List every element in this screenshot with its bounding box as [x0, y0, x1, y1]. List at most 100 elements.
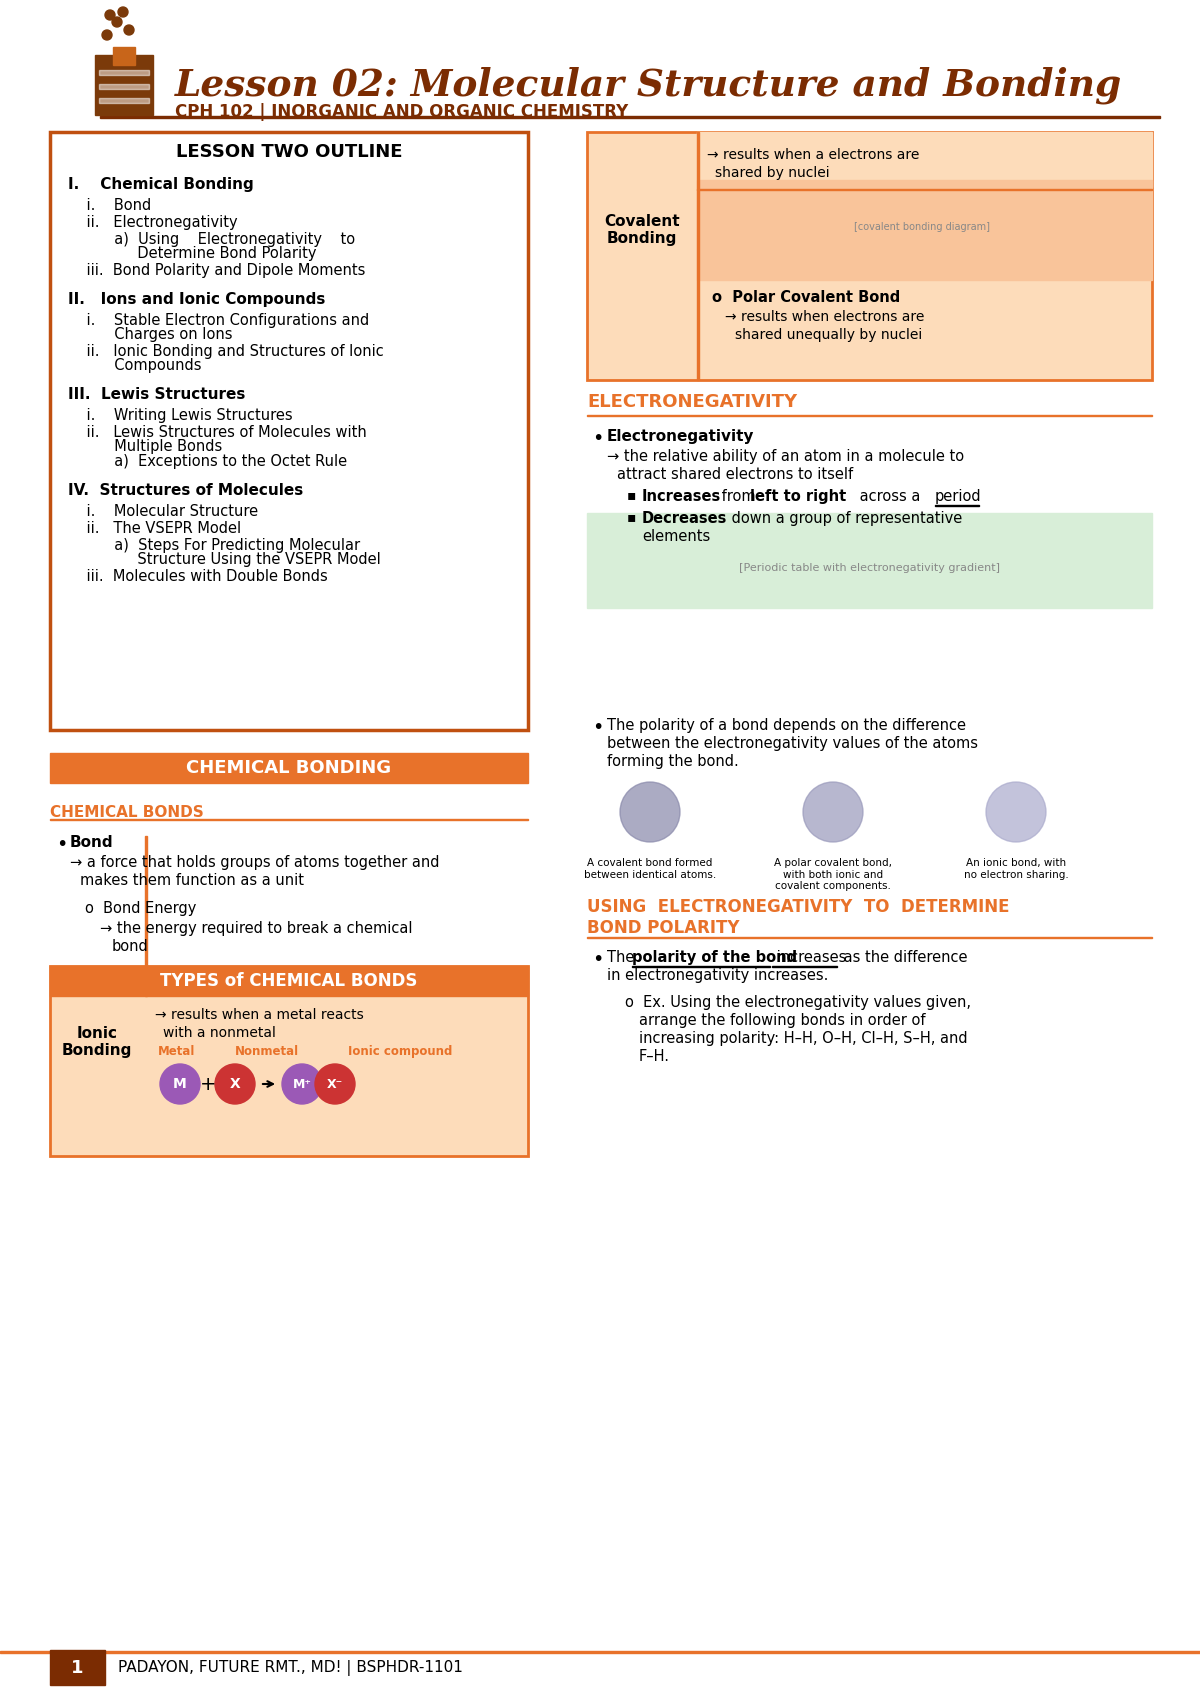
Bar — [697, 180, 1152, 280]
Text: •: • — [56, 835, 67, 854]
Bar — [0, 1649, 1200, 1685]
Text: The: The — [607, 950, 640, 966]
Text: bond: bond — [112, 938, 149, 954]
Text: [Periodic table with electronegativity gradient]: [Periodic table with electronegativity g… — [739, 563, 1000, 574]
FancyBboxPatch shape — [50, 132, 528, 730]
Text: ii.   Ionic Bonding and Structures of Ionic: ii. Ionic Bonding and Structures of Ioni… — [68, 344, 384, 360]
Text: → the relative ability of an atom in a molecule to: → the relative ability of an atom in a m… — [607, 450, 964, 463]
Bar — [98, 98, 149, 104]
Bar — [95, 54, 154, 115]
Text: in electronegativity increases.: in electronegativity increases. — [607, 967, 828, 983]
Circle shape — [314, 1064, 355, 1105]
Circle shape — [124, 25, 134, 36]
Bar — [697, 132, 698, 380]
Circle shape — [118, 7, 128, 17]
Text: → results when electrons are: → results when electrons are — [725, 311, 924, 324]
Text: Determine Bond Polarity: Determine Bond Polarity — [68, 246, 317, 261]
Text: down a group of representative: down a group of representative — [727, 511, 962, 526]
Text: from: from — [718, 489, 761, 504]
Circle shape — [106, 10, 115, 20]
Text: •: • — [592, 429, 604, 448]
Text: ii.   The VSEPR Model: ii. The VSEPR Model — [68, 521, 241, 536]
Text: increasing polarity: H–H, O–H, Cl–H, S–H, and: increasing polarity: H–H, O–H, Cl–H, S–H… — [640, 1032, 967, 1045]
Text: ▪: ▪ — [628, 511, 646, 524]
Bar — [698, 192, 1144, 249]
Text: left to right: left to right — [750, 489, 846, 504]
Text: Covalent
Bonding: Covalent Bonding — [604, 214, 680, 246]
Text: The polarity of a bond depends on the difference: The polarity of a bond depends on the di… — [607, 718, 966, 733]
Bar — [697, 132, 1152, 187]
Text: X⁻: X⁻ — [326, 1078, 343, 1091]
Text: CHEMICAL BONDS: CHEMICAL BONDS — [50, 804, 204, 820]
Text: M⁺: M⁺ — [293, 1078, 312, 1091]
Text: USING  ELECTRONEGATIVITY  TO  DETERMINE: USING ELECTRONEGATIVITY TO DETERMINE — [587, 898, 1009, 916]
Bar — [587, 512, 1152, 608]
Text: o  Ex. Using the electronegativity values given,: o Ex. Using the electronegativity values… — [625, 994, 971, 1010]
Text: An ionic bond, with
no electron sharing.: An ionic bond, with no electron sharing. — [964, 859, 1068, 879]
Text: I.    Chemical Bonding: I. Chemical Bonding — [68, 176, 253, 192]
Circle shape — [803, 782, 863, 842]
Text: •: • — [592, 950, 604, 969]
Circle shape — [215, 1064, 256, 1105]
Circle shape — [986, 782, 1046, 842]
Bar — [98, 83, 149, 88]
Text: Lesson 02: Molecular Structure and Bonding: Lesson 02: Molecular Structure and Bondi… — [175, 66, 1122, 104]
Text: III.  Lewis Structures: III. Lewis Structures — [68, 387, 245, 402]
Text: Charges on Ions: Charges on Ions — [68, 328, 233, 343]
Text: as the difference: as the difference — [839, 950, 967, 966]
Text: Structure Using the VSEPR Model: Structure Using the VSEPR Model — [68, 552, 380, 567]
Circle shape — [160, 1064, 200, 1105]
Bar — [100, 115, 1160, 119]
Text: Electronegativity: Electronegativity — [607, 429, 755, 445]
Text: A polar covalent bond,
with both ionic and
covalent components.: A polar covalent bond, with both ionic a… — [774, 859, 892, 891]
Text: X: X — [229, 1078, 240, 1091]
Text: Increases: Increases — [642, 489, 721, 504]
Text: LESSON TWO OUTLINE: LESSON TWO OUTLINE — [175, 143, 402, 161]
Text: Ionic
Bonding: Ionic Bonding — [62, 1027, 132, 1059]
Bar — [145, 837, 146, 996]
Text: ii.   Electronegativity: ii. Electronegativity — [68, 216, 238, 231]
Text: iii.  Molecules with Double Bonds: iii. Molecules with Double Bonds — [68, 568, 328, 584]
Bar — [50, 1649, 106, 1685]
Text: II.   Ions and Ionic Compounds: II. Ions and Ionic Compounds — [68, 292, 325, 307]
Text: +: + — [199, 1074, 216, 1093]
Text: CHEMICAL BONDING: CHEMICAL BONDING — [186, 759, 391, 777]
Text: a)  Steps For Predicting Molecular: a) Steps For Predicting Molecular — [68, 538, 360, 553]
Text: PADAYON, FUTURE RMT., MD! | BSPHDR-1101: PADAYON, FUTURE RMT., MD! | BSPHDR-1101 — [118, 1660, 463, 1677]
FancyBboxPatch shape — [587, 132, 1152, 380]
Text: i.    Bond: i. Bond — [68, 199, 151, 214]
Text: shared by nuclei: shared by nuclei — [715, 166, 829, 180]
Bar — [50, 753, 528, 782]
Text: a)  Using    Electronegativity    to: a) Using Electronegativity to — [68, 232, 355, 248]
Text: IV.  Structures of Molecules: IV. Structures of Molecules — [68, 484, 304, 497]
Text: a)  Exceptions to the Octet Rule: a) Exceptions to the Octet Rule — [68, 455, 347, 468]
Text: across a: across a — [854, 489, 925, 504]
Text: ELECTRONEGATIVITY: ELECTRONEGATIVITY — [587, 394, 797, 411]
Bar — [0, 1651, 1200, 1653]
Text: → the energy required to break a chemical: → the energy required to break a chemica… — [100, 921, 413, 937]
Text: i.    Molecular Structure: i. Molecular Structure — [68, 504, 258, 519]
Text: → results when a electrons are: → results when a electrons are — [707, 148, 919, 161]
Text: Ionic compound: Ionic compound — [348, 1045, 452, 1057]
Bar — [113, 48, 134, 64]
Text: Decreases: Decreases — [642, 511, 727, 526]
Text: A covalent bond formed
between identical atoms.: A covalent bond formed between identical… — [584, 859, 716, 879]
Text: Nonmetal: Nonmetal — [235, 1045, 299, 1057]
Text: i.    Writing Lewis Structures: i. Writing Lewis Structures — [68, 407, 293, 423]
Text: makes them function as a unit: makes them function as a unit — [80, 872, 304, 888]
Text: o  Polar Covalent Bond: o Polar Covalent Bond — [712, 290, 900, 305]
Text: M: M — [173, 1078, 187, 1091]
Text: polarity of the bond: polarity of the bond — [632, 950, 797, 966]
Bar — [98, 70, 149, 75]
Text: Metal: Metal — [158, 1045, 196, 1057]
Text: •: • — [592, 718, 604, 736]
Text: attract shared electrons to itself: attract shared electrons to itself — [617, 467, 853, 482]
Text: F–H.: F–H. — [640, 1049, 670, 1064]
Text: increases: increases — [772, 950, 846, 966]
Text: with a nonmetal: with a nonmetal — [163, 1027, 276, 1040]
Text: between the electronegativity values of the atoms: between the electronegativity values of … — [607, 736, 978, 752]
Text: [covalent bonding diagram]: [covalent bonding diagram] — [853, 222, 990, 232]
Text: → results when a metal reacts: → results when a metal reacts — [155, 1008, 364, 1022]
Text: ii.   Lewis Structures of Molecules with: ii. Lewis Structures of Molecules with — [68, 424, 367, 440]
Text: o  Bond Energy: o Bond Energy — [85, 901, 197, 916]
